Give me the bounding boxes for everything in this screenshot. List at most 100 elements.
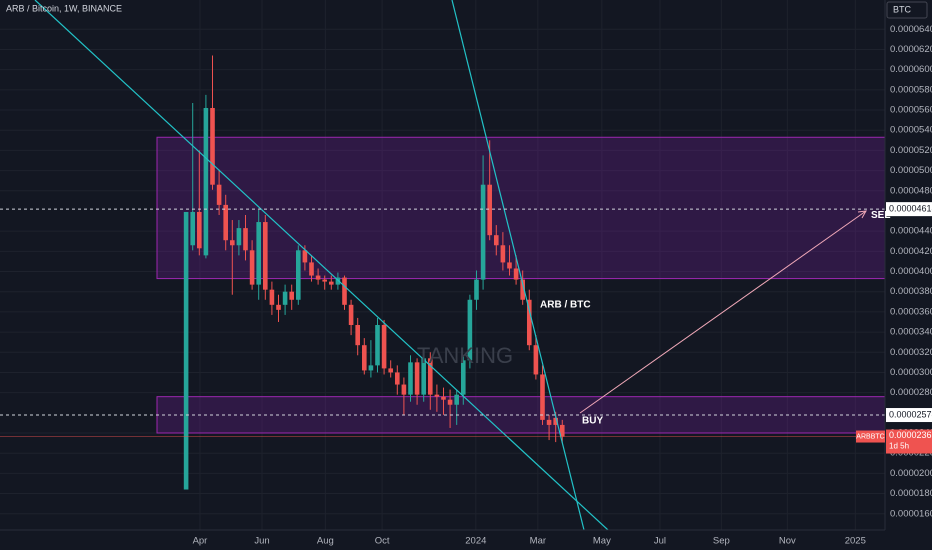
x-tick-label: Oct (375, 536, 390, 547)
y-tick-label: 0.00004000 (890, 266, 932, 277)
candle-body (183, 211, 189, 490)
candle-body (414, 362, 420, 395)
candle-body (355, 325, 360, 346)
candle-body (427, 358, 433, 395)
x-tick-label: Nov (779, 536, 796, 547)
candle-body (361, 345, 367, 371)
y-tick-label: 0.00006000 (890, 64, 932, 75)
candle-body (210, 107, 215, 185)
candle-body (282, 291, 288, 305)
price-axis (885, 0, 932, 550)
candle-body (203, 107, 209, 256)
price-label-box (886, 408, 932, 423)
x-tick-label: Mar (530, 536, 546, 547)
candle-body (408, 362, 413, 395)
candle-body (348, 304, 354, 326)
trend-line (451, 0, 585, 530)
zone (156, 136, 886, 280)
y-tick-label: 0.00003400 (890, 327, 932, 338)
line-label: SEL (871, 210, 890, 221)
candle-body (223, 204, 229, 241)
candle-body (276, 304, 281, 310)
candle-body (480, 184, 486, 280)
candle-body (269, 289, 275, 305)
y-tick-label: 0.00001600 (890, 508, 932, 519)
y-tick-label: 0.00004800 (890, 185, 932, 196)
watermark: TANKING (417, 343, 513, 368)
candle-body (368, 365, 374, 371)
candle-body (289, 291, 295, 300)
candle-body (309, 262, 314, 276)
candles (183, 55, 565, 490)
y-tick-label: 0.00003600 (890, 306, 932, 317)
candle-body (460, 360, 466, 395)
y-tick-label: 0.00006200 (890, 44, 932, 55)
price-label-box (886, 202, 932, 217)
candle-body (315, 275, 321, 280)
price-label: 0.00002578 (889, 409, 932, 419)
candle-body (322, 279, 327, 282)
candle-body (230, 240, 235, 246)
currency-box[interactable] (886, 1, 928, 19)
y-tick-label: 0.00005400 (890, 125, 932, 136)
candle-body (493, 235, 499, 246)
x-tick-label: Aug (317, 536, 334, 547)
candle-body (249, 250, 255, 285)
candle-body (441, 396, 446, 400)
y-tick-label: 0.00003000 (890, 367, 932, 378)
symbol-label: ARBBTC (856, 433, 884, 440)
candle-body (540, 374, 545, 420)
candle-body (335, 277, 341, 285)
candle-body (375, 325, 380, 366)
candle-body (421, 358, 426, 395)
y-tick-label: 0.00005200 (890, 145, 932, 156)
candle-body (256, 222, 262, 285)
annotation: ARB / BTC (540, 300, 591, 311)
countdown-label: 1d 5h (889, 442, 909, 451)
candle-body (328, 281, 334, 285)
candle-body (553, 417, 558, 425)
y-tick-label: 0.00005800 (890, 84, 932, 95)
y-tick-label: 0.00005000 (890, 165, 932, 176)
candle-body (342, 277, 347, 305)
y-tick-label: 0.00004400 (890, 226, 932, 237)
x-tick-label: 2025 (845, 536, 866, 547)
y-tick-label: 0.00002800 (890, 387, 932, 398)
candle-body (500, 245, 506, 263)
price-label: 0.00004618 (889, 204, 932, 214)
grid (0, 0, 885, 530)
last-price-box (886, 429, 932, 454)
candle-body (526, 299, 532, 346)
arrow-line (579, 210, 867, 414)
candle-body (507, 262, 512, 269)
candle-body (474, 279, 479, 300)
candle-body (467, 299, 473, 361)
candle-body (487, 184, 492, 236)
y-tick-label: 0.00004200 (890, 246, 932, 257)
x-tick-label: Jun (254, 536, 269, 547)
y-tick-label: 0.00001800 (890, 488, 932, 499)
y-tick-label: 0.00002000 (890, 468, 932, 479)
currency[interactable]: BTC (893, 4, 912, 14)
candle-body (533, 345, 539, 375)
x-tick-label: 2024 (465, 536, 486, 547)
candle-body (434, 394, 440, 397)
drawings (34, 0, 867, 530)
candle-body (546, 419, 552, 425)
candle-body (447, 399, 453, 405)
y-tick-label: 0.00003200 (890, 347, 932, 358)
candle-body (520, 279, 525, 300)
candle-body (302, 250, 308, 263)
x-tick-label: Jul (654, 536, 666, 547)
candle-body (190, 211, 196, 246)
arrow-head (857, 210, 867, 219)
candle-body (394, 372, 400, 385)
candle-body (216, 184, 222, 205)
x-tick-label: Apr (193, 536, 208, 547)
candle-body (197, 211, 202, 249)
y-tick-label: 0.00003800 (890, 286, 932, 297)
candle-body (295, 250, 301, 300)
candle-body (388, 368, 393, 373)
candle-body (401, 384, 407, 395)
